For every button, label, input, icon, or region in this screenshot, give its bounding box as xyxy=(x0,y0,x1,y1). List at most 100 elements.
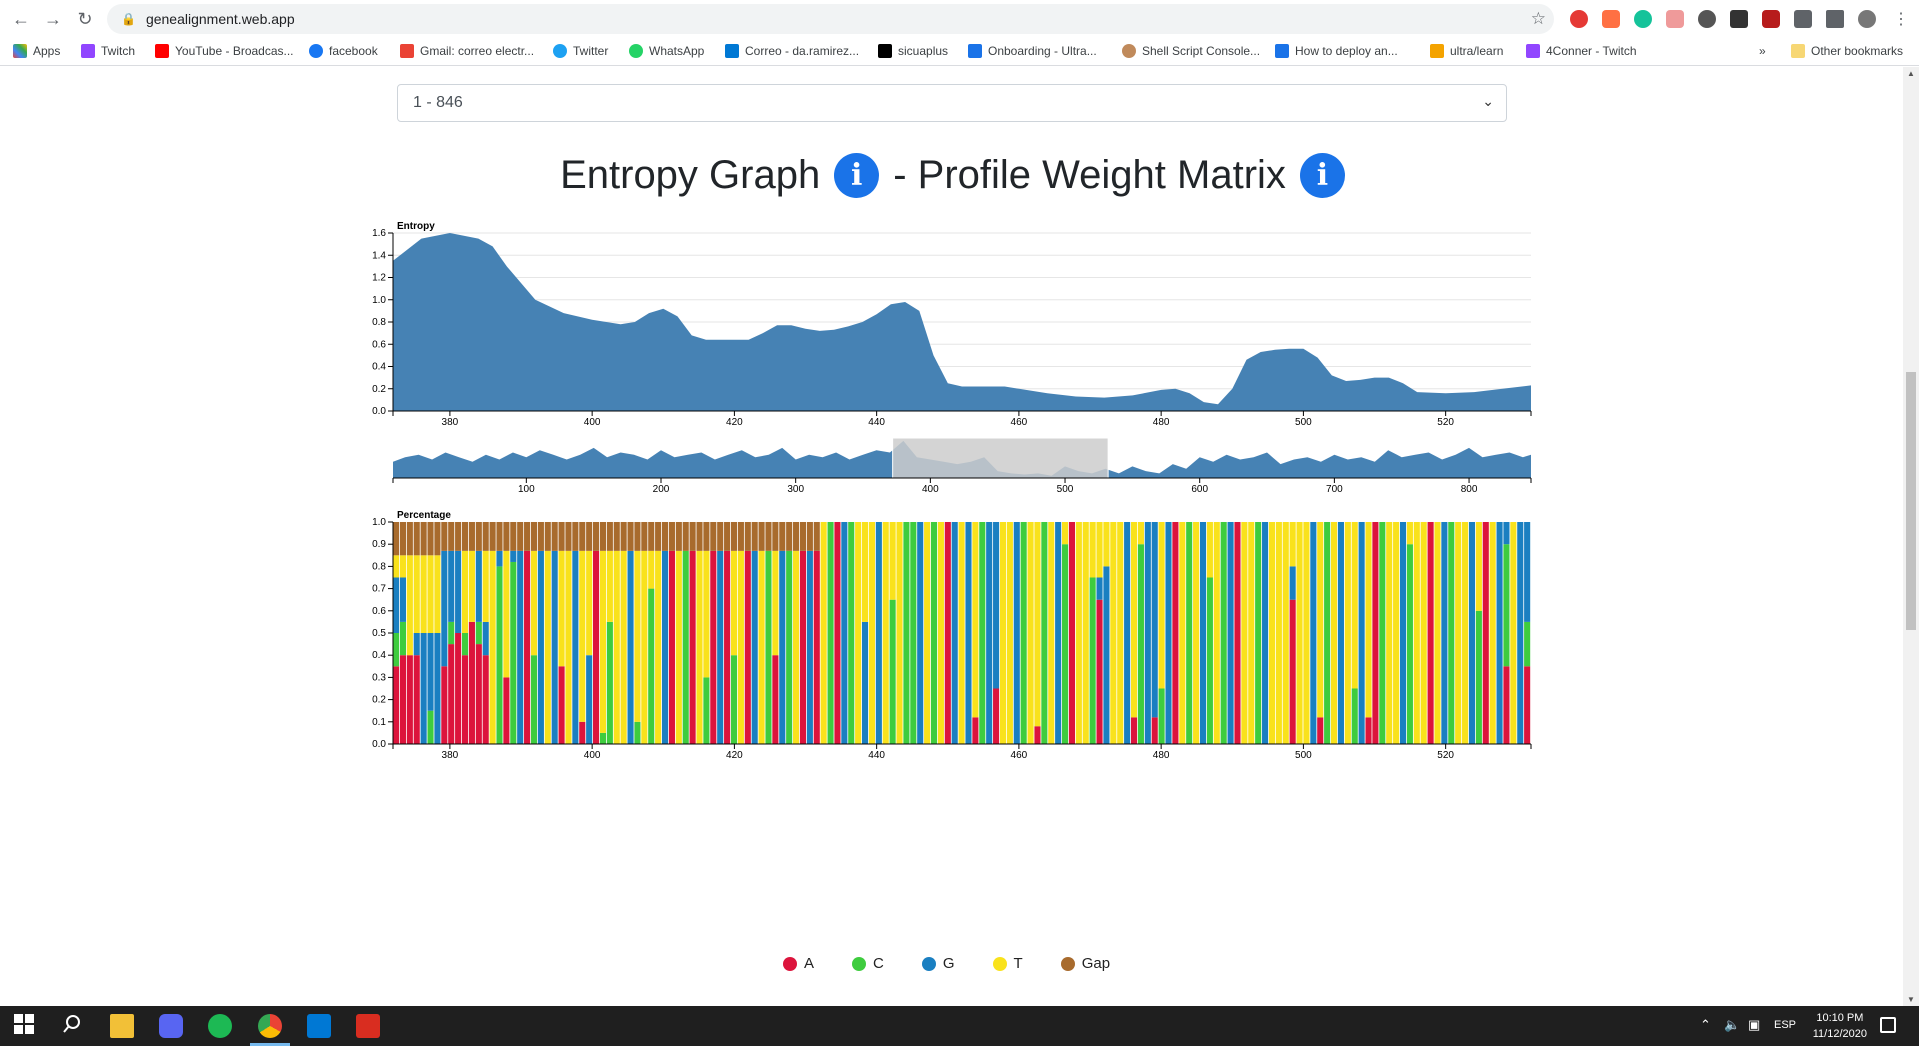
windows-icon[interactable] xyxy=(14,1014,38,1038)
volume-icon[interactable]: 🔈 xyxy=(1724,1017,1741,1032)
discord-icon[interactable] xyxy=(159,1014,183,1038)
bookmark-apps[interactable]: Apps xyxy=(13,44,60,58)
page-content: 1 - 846 ⌄ Entropy Graph i - Profile Weig… xyxy=(0,67,1919,1006)
bookmark-twitch[interactable]: Twitch xyxy=(81,44,135,58)
range-select[interactable]: 1 - 846 ⌄ xyxy=(397,84,1507,122)
scroll-up-arrow-icon[interactable]: ▲ xyxy=(1907,69,1915,78)
pwm-y-axis: 0.0 0.1 0.2 0.3 0.4 0.5 0.6 0.7 0.8 0.9 1.0 xyxy=(372,517,394,750)
pwm-bar-g xyxy=(517,550,524,744)
bookmark-deploy[interactable]: How to deploy an... xyxy=(1275,44,1398,58)
network-icon[interactable]: ▣ xyxy=(1748,1017,1761,1032)
pwm-bar-a xyxy=(993,688,1000,744)
ublock-icon[interactable] xyxy=(1762,10,1780,28)
x-tick-label: 500 xyxy=(1295,417,1312,428)
pwm-bar-t xyxy=(1462,522,1469,744)
pwm-bar-c xyxy=(1406,544,1413,744)
range-select-value: 1 - 846 xyxy=(413,94,463,111)
extension-icon[interactable] xyxy=(1730,10,1748,28)
pwm-bar-t xyxy=(1027,522,1034,744)
bookmark-sicuaplus[interactable]: sicuaplus xyxy=(878,44,948,58)
address-bar[interactable]: 🔒 genealignment.web.app ☆ xyxy=(107,4,1554,34)
tray-chevron-up-icon[interactable]: ⌃ xyxy=(1700,1017,1711,1032)
pwm-bar-g xyxy=(986,522,993,744)
grammarly-icon[interactable] xyxy=(1634,10,1652,28)
bookmark-facebook[interactable]: facebook xyxy=(309,44,378,58)
pwm-bar-gap xyxy=(655,522,662,551)
pwm-bar-t xyxy=(1393,522,1400,744)
pwm-bar-c xyxy=(682,550,689,744)
spotify-icon[interactable] xyxy=(208,1014,232,1038)
language-indicator[interactable]: ESP xyxy=(1774,1019,1797,1031)
pwm-bar-t xyxy=(861,522,869,622)
notifications-icon[interactable] xyxy=(1880,1017,1896,1033)
extension-icon[interactable] xyxy=(1666,10,1684,28)
info-icon[interactable]: i xyxy=(834,153,880,198)
forward-button[interactable]: → xyxy=(44,8,62,29)
extension-icon[interactable] xyxy=(1602,10,1620,28)
info-icon[interactable]: i xyxy=(1299,153,1345,198)
bookmark-ultra-learn[interactable]: ultra/learn xyxy=(1430,44,1503,58)
vscode-icon[interactable] xyxy=(307,1014,331,1038)
pwm-bar-a xyxy=(441,666,448,744)
pwm-bar-a xyxy=(772,655,779,744)
pwm-bar-a xyxy=(1372,522,1379,744)
pwm-bar-t xyxy=(489,550,496,744)
pwm-bar-t xyxy=(868,522,875,744)
pwm-bar-a xyxy=(558,666,565,744)
pwm-bar-g xyxy=(413,633,420,656)
dark-mode-icon[interactable] xyxy=(1698,10,1716,28)
pwm-bar-a xyxy=(393,666,400,744)
media-control-icon[interactable] xyxy=(1826,10,1844,28)
windows-taskbar: ⌃ 🔈 ▣ ESP 10:10 PM 11/12/2020 xyxy=(0,1006,1919,1046)
other-bookmarks[interactable]: Other bookmarks xyxy=(1791,44,1903,58)
extensions-puzzle-icon[interactable] xyxy=(1794,10,1812,28)
pwm-bar-gap xyxy=(593,522,600,551)
bookmark-4conner[interactable]: 4Conner - Twitch xyxy=(1526,44,1637,58)
bookmark-onboarding[interactable]: Onboarding - Ultra... xyxy=(968,44,1097,58)
active-app-indicator xyxy=(250,1043,290,1046)
acrobat-icon[interactable] xyxy=(356,1014,380,1038)
pwm-bar-t xyxy=(1006,522,1013,744)
pwm-bar-gap xyxy=(579,522,586,551)
legend-swatch xyxy=(852,956,867,971)
bookmark-star-icon[interactable]: ☆ xyxy=(1530,9,1546,28)
reload-button[interactable]: ↻ xyxy=(77,8,93,29)
back-button[interactable]: ← xyxy=(12,8,30,29)
pwm-bar-gap xyxy=(482,522,489,551)
y-tick-label: 0.3 xyxy=(372,672,386,683)
pwm-bar-c xyxy=(393,633,400,667)
bookmark-outlook[interactable]: Correo - da.ramirez... xyxy=(725,44,859,58)
bookmark-gmail[interactable]: Gmail: correo electr... xyxy=(400,44,534,58)
bookmarks-overflow-button[interactable]: » xyxy=(1759,44,1766,58)
pwm-bar-gap xyxy=(544,522,551,551)
profile-avatar-icon[interactable] xyxy=(1858,10,1876,28)
pwm-bar-c xyxy=(979,522,986,744)
y-tick-label: 0.0 xyxy=(372,406,386,417)
clock[interactable]: 10:10 PM 11/12/2020 xyxy=(1813,1010,1867,1042)
scroll-down-arrow-icon[interactable]: ▼ xyxy=(1907,995,1915,1004)
pwm-bar-t xyxy=(1365,522,1372,718)
bookmark-whatsapp[interactable]: WhatsApp xyxy=(629,44,704,58)
pwm-bar-a xyxy=(1034,726,1041,744)
bookmark-shell-script[interactable]: Shell Script Console... xyxy=(1122,44,1260,58)
menu-kebab-icon[interactable]: ⋮ xyxy=(1893,11,1909,28)
y-tick-label: 1.0 xyxy=(372,295,386,306)
file-explorer-icon[interactable] xyxy=(110,1014,134,1038)
overview-x-axis: 100 200 300 400 500 600 700 800 xyxy=(392,477,1532,495)
overview-chart[interactable]: 100 200 300 400 500 600 700 800 xyxy=(392,437,1532,495)
pwm-bar-t xyxy=(1475,522,1482,611)
x-tick-label: 700 xyxy=(1326,484,1343,495)
adblock-extension-icon[interactable] xyxy=(1570,10,1588,28)
bookmark-twitter[interactable]: Twitter xyxy=(553,44,608,58)
page-scrollbar[interactable]: ▲ ▼ xyxy=(1903,67,1919,1006)
bookmark-youtube[interactable]: YouTube - Broadcas... xyxy=(155,44,294,58)
pwm-bar-t xyxy=(737,550,744,744)
pwm-bar-c xyxy=(461,633,469,656)
pwm-bar-c xyxy=(1020,522,1027,744)
chrome-icon[interactable] xyxy=(258,1014,282,1038)
overview-brush-selection[interactable] xyxy=(892,437,1109,479)
search-icon[interactable] xyxy=(62,1014,86,1038)
pwm-bar-a xyxy=(468,621,475,744)
title-profile-weight-matrix: - Profile Weight Matrix xyxy=(893,153,1286,197)
scrollbar-thumb[interactable] xyxy=(1906,372,1916,630)
